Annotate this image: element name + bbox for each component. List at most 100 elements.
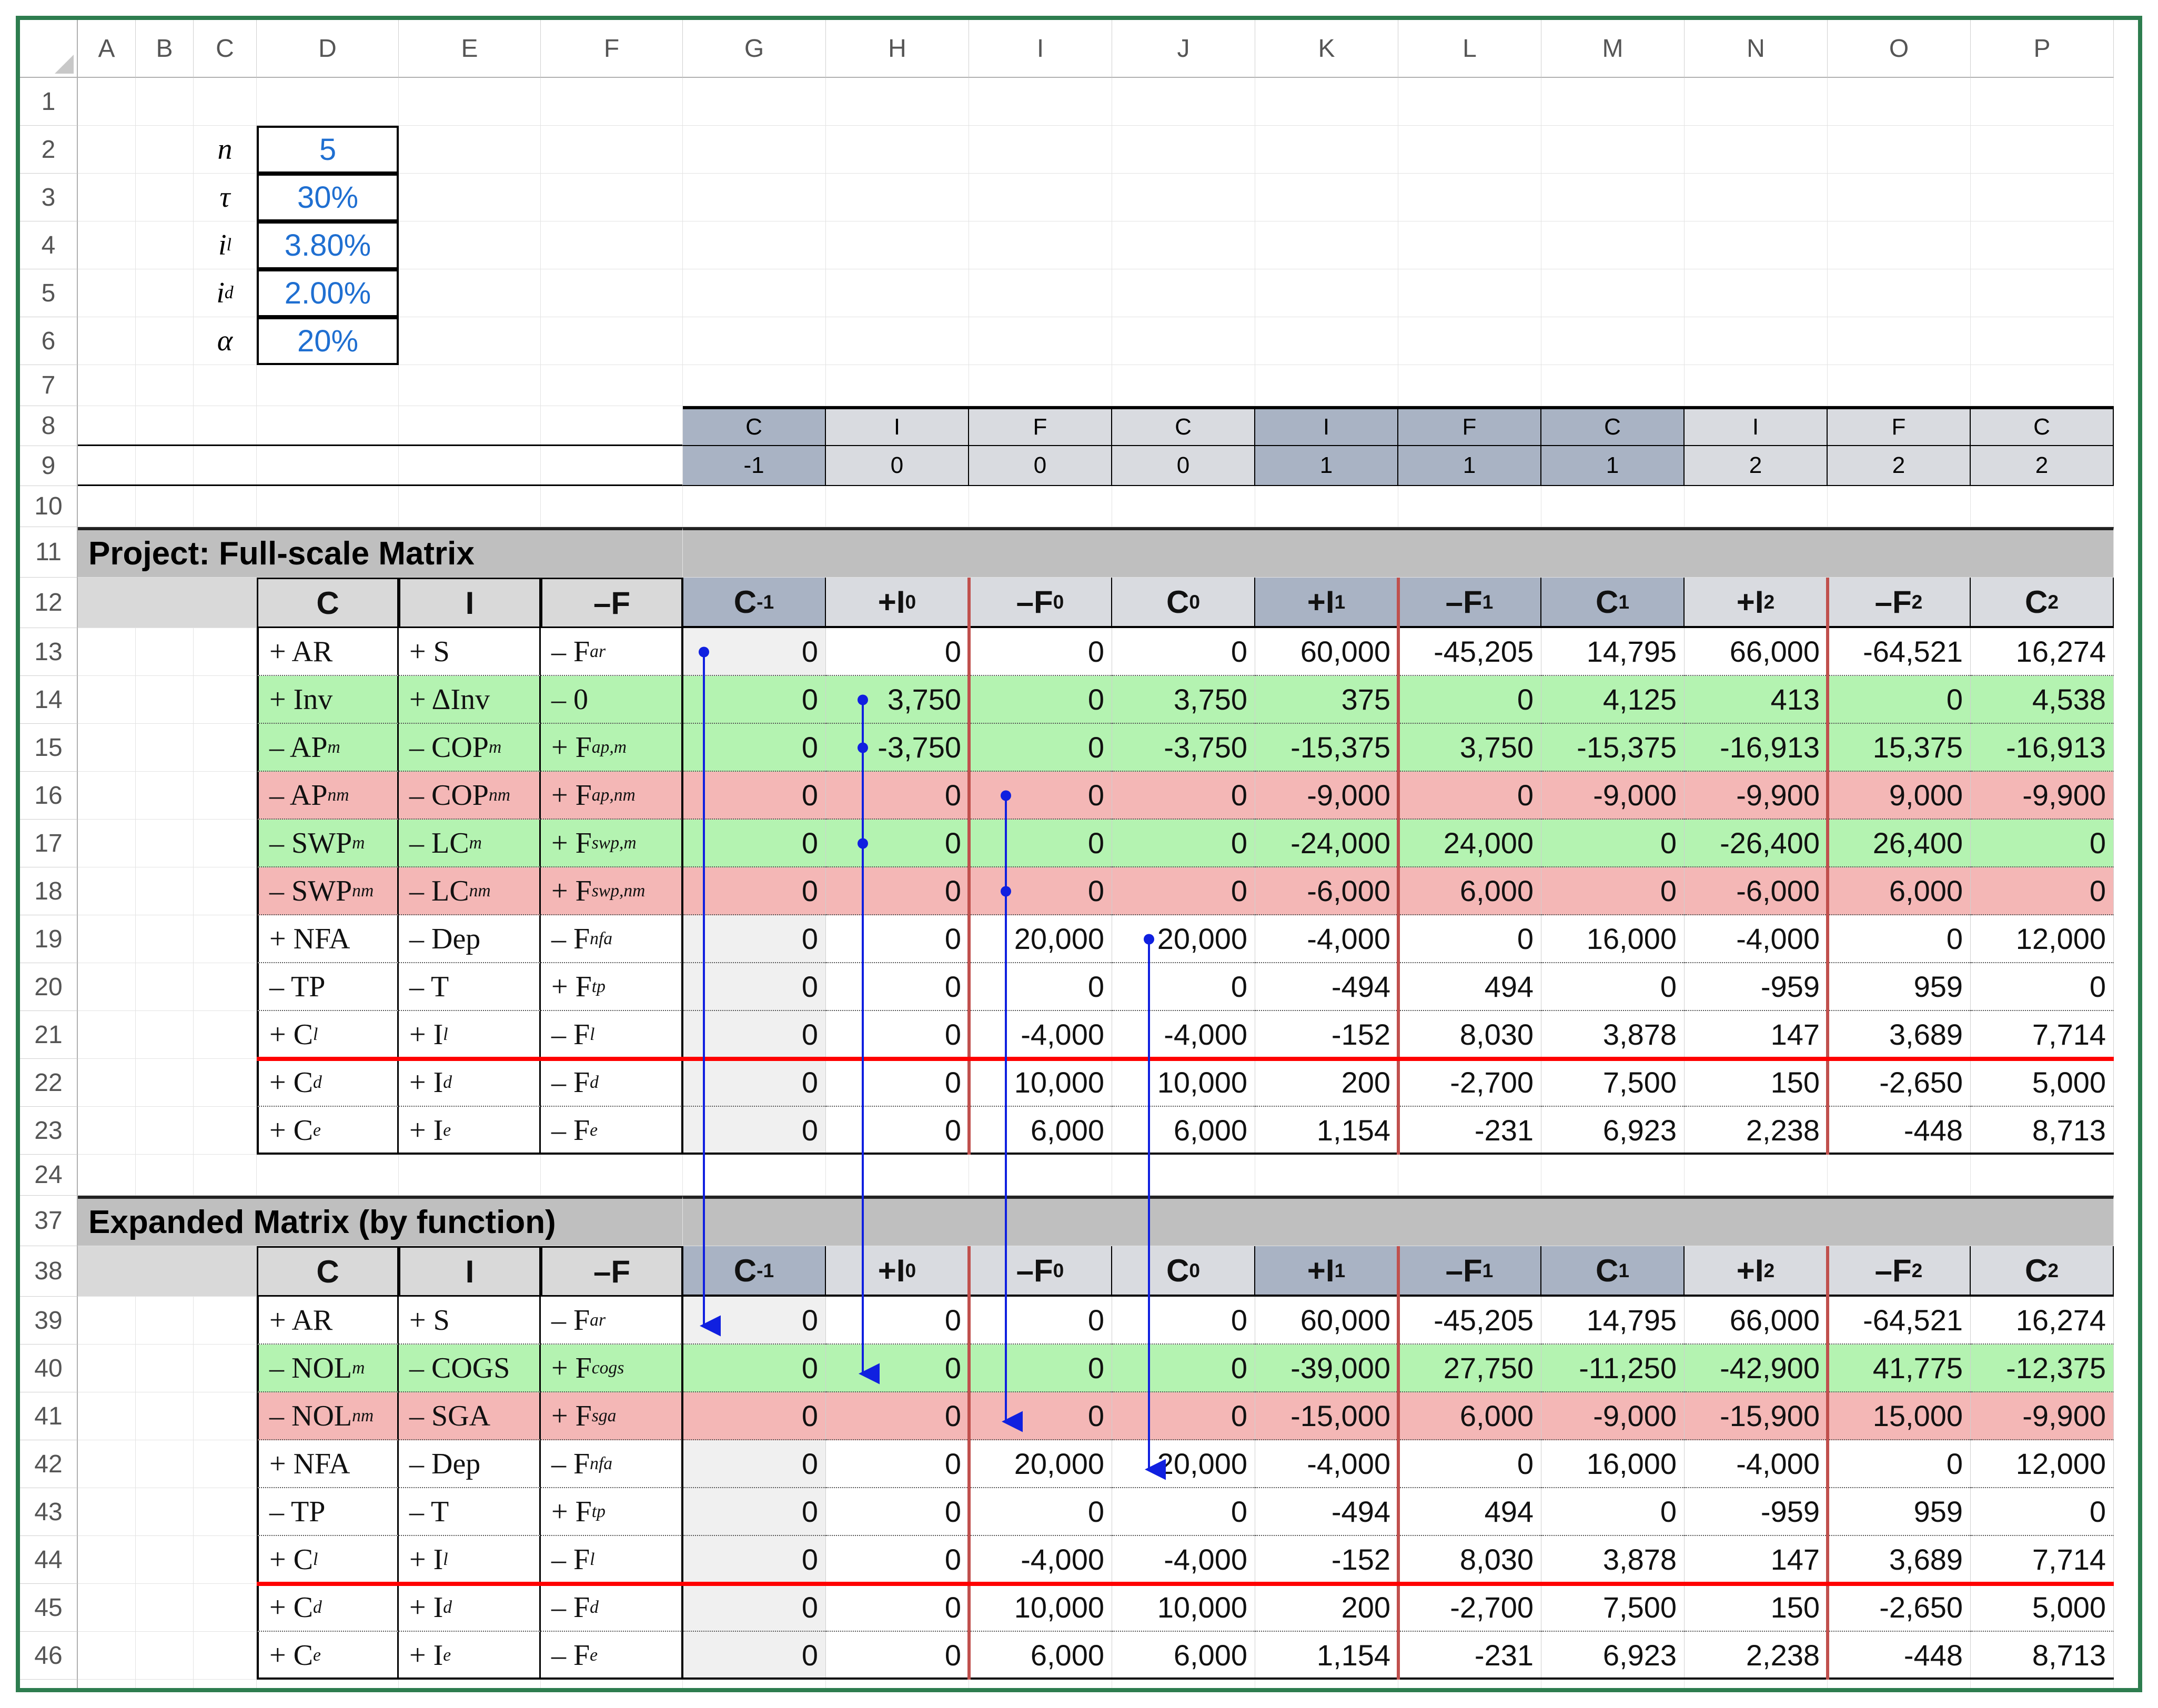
value-cell[interactable]: -4,000 [969,1011,1112,1059]
value-cell[interactable]: 0 [683,963,826,1011]
value-cell[interactable]: 0 [969,1297,1112,1345]
value-cell[interactable]: 0 [683,915,826,963]
value-cell[interactable]: -4,000 [1685,915,1828,963]
grid-cell[interactable] [1255,78,1398,126]
grid-cell[interactable] [136,1680,194,1688]
column-header-A[interactable]: A [78,20,136,78]
value-cell[interactable]: 20,000 [969,1440,1112,1488]
value-cell[interactable]: -3,750 [826,724,969,772]
grid-cell[interactable] [78,724,136,772]
value-cell[interactable]: 8,713 [1971,1632,2114,1680]
value-cell[interactable]: 0 [683,628,826,676]
row-header-47[interactable]: 47 [20,1680,78,1688]
indicator-cell[interactable]: 2 [1971,446,2114,486]
matrix-header-0[interactable]: C [257,578,399,628]
grid-cell[interactable] [136,406,194,446]
grid-cell[interactable] [136,1297,194,1345]
period-header[interactable]: –F 0 [969,578,1112,628]
grid-cell[interactable] [136,820,194,867]
grid-cell[interactable] [78,78,136,126]
value-cell[interactable]: 0 [1112,1345,1255,1392]
grid-cell[interactable] [1255,174,1398,221]
grid-cell[interactable] [78,1297,136,1345]
grid-cell[interactable] [1971,486,2114,527]
grid-cell[interactable] [1828,1680,1971,1688]
grid-cell[interactable] [826,126,969,174]
grid-cell[interactable] [969,269,1112,317]
value-cell[interactable]: -45,205 [1398,628,1541,676]
grid-cell[interactable] [1828,317,1971,365]
value-cell[interactable]: 4,125 [1541,676,1685,724]
column-header-E[interactable]: E [399,20,541,78]
grid-cell[interactable] [136,446,194,486]
grid-cell[interactable] [1398,1155,1541,1196]
grid-cell[interactable] [78,1011,136,1059]
indicator-cell[interactable]: I [1685,406,1828,446]
grid-cell[interactable] [683,78,826,126]
grid-cell[interactable] [541,269,683,317]
grid-cell[interactable] [969,1155,1112,1196]
indicator-cell[interactable]: C [1112,406,1255,446]
value-cell[interactable]: -45,205 [1398,1297,1541,1345]
value-cell[interactable]: 0 [826,1584,969,1632]
value-cell[interactable]: 0 [969,1345,1112,1392]
grid-cell[interactable] [1971,221,2114,269]
value-cell[interactable]: -15,000 [1255,1392,1398,1440]
value-cell[interactable]: -9,000 [1255,772,1398,820]
grid-cell[interactable] [969,317,1112,365]
grid-cell[interactable] [1255,1155,1398,1196]
value-cell[interactable]: 3,750 [826,676,969,724]
value-cell[interactable]: -2,650 [1828,1059,1971,1107]
grid-cell[interactable] [78,963,136,1011]
grid-cell[interactable] [194,1584,257,1632]
matrix-label[interactable]: – COP m [399,724,541,772]
row-header-5[interactable]: 5 [20,269,78,317]
value-cell[interactable]: 10,000 [969,1584,1112,1632]
grid-cell[interactable] [257,78,399,126]
value-cell[interactable]: 0 [826,772,969,820]
row-header-16[interactable]: 16 [20,772,78,820]
grid-cell[interactable] [257,221,399,269]
grid-cell[interactable] [78,676,136,724]
value-cell[interactable]: -494 [1255,963,1398,1011]
indicator-cell[interactable]: F [969,406,1112,446]
grid-cell[interactable] [1971,78,2114,126]
value-cell[interactable]: -152 [1255,1536,1398,1584]
matrix-label[interactable]: – 0 [541,676,683,724]
grid-cell[interactable] [194,1059,257,1107]
grid-cell[interactable] [78,867,136,915]
indicator-cell[interactable]: I [1255,406,1398,446]
grid-cell[interactable] [1685,317,1828,365]
matrix-label[interactable]: – SWP m [257,820,399,867]
value-cell[interactable]: -4,000 [969,1536,1112,1584]
value-cell[interactable]: 6,000 [969,1107,1112,1155]
grid-cell[interactable] [194,406,257,446]
grid-cell[interactable] [399,446,541,486]
value-cell[interactable]: 60,000 [1255,628,1398,676]
value-cell[interactable]: 4,538 [1971,676,2114,724]
grid-cell[interactable] [399,221,541,269]
grid-cell[interactable] [1112,486,1255,527]
value-cell[interactable]: 413 [1685,676,1828,724]
row-header-23[interactable]: 23 [20,1107,78,1155]
grid-cell[interactable] [136,1107,194,1155]
value-cell[interactable]: 20,000 [1112,1440,1255,1488]
column-header-H[interactable]: H [826,20,969,78]
matrix-label[interactable]: + NFA [257,915,399,963]
value-cell[interactable]: 0 [969,1392,1112,1440]
column-header-N[interactable]: N [1685,20,1828,78]
value-cell[interactable]: 0 [683,1059,826,1107]
value-cell[interactable]: 0 [1828,915,1971,963]
grid-cell[interactable] [194,486,257,527]
value-cell[interactable]: -4,000 [1112,1011,1255,1059]
value-cell[interactable]: -4,000 [1255,1440,1398,1488]
period-header[interactable]: +I 1 [1255,578,1398,628]
